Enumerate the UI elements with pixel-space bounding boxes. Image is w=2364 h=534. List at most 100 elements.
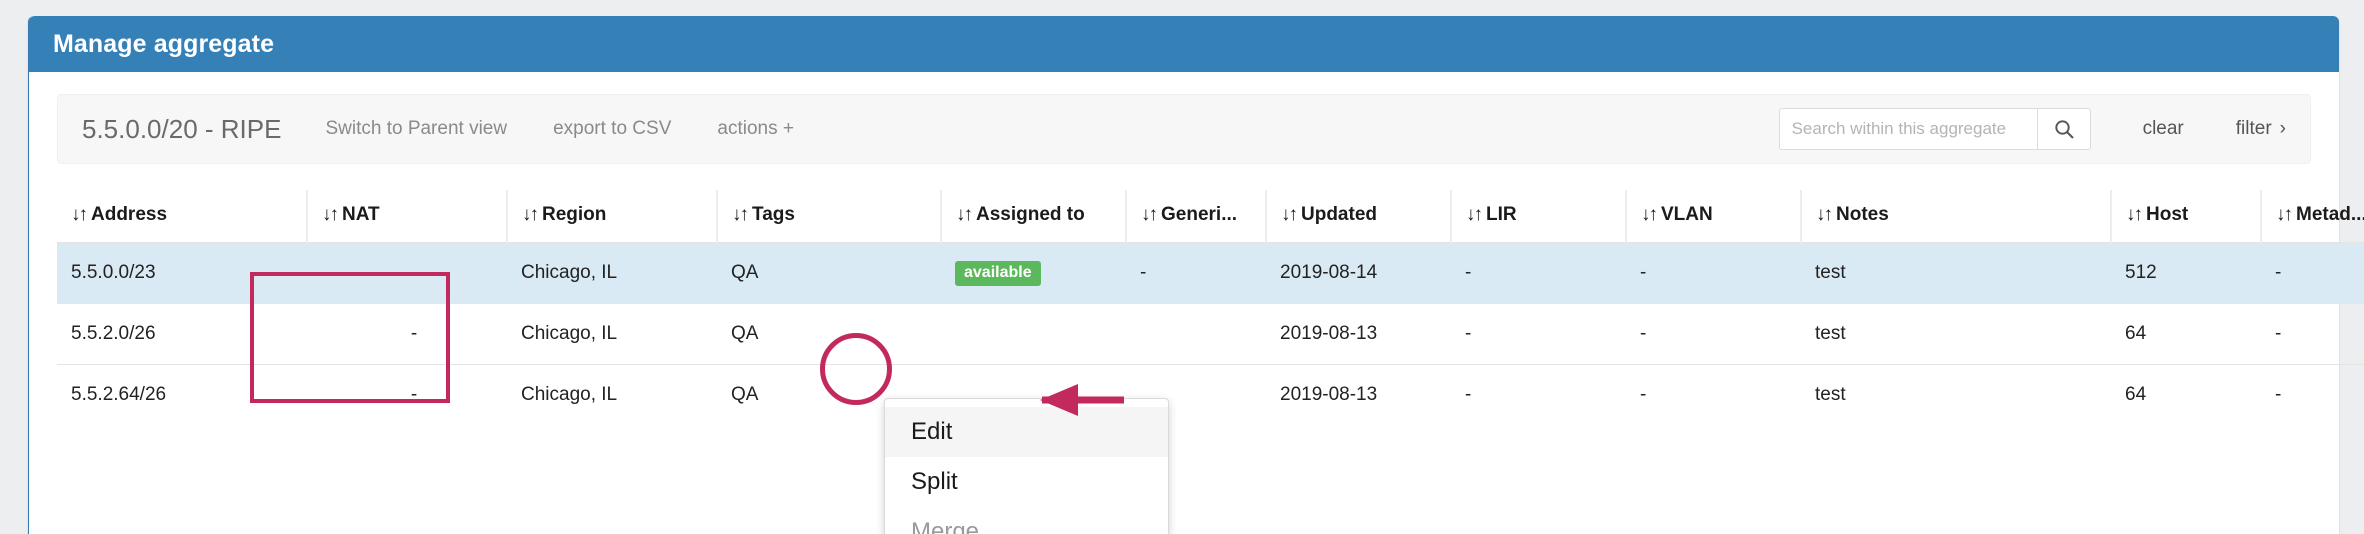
search-icon bbox=[2054, 120, 2074, 139]
column-label: NAT bbox=[342, 204, 380, 225]
table-row[interactable]: 5.5.2.64/26 - Chicago, IL QA 2019-08-13 … bbox=[57, 364, 2364, 425]
cell-tags: QA bbox=[717, 242, 941, 304]
table-header-row: ↓↑ Address ↓↑ NAT ↓↑ Region ↓↑ Tags ↓↑ Assign… bbox=[57, 190, 2364, 243]
cell-lir: - bbox=[1451, 303, 1626, 365]
cell-updated: 2019-08-14 bbox=[1266, 242, 1451, 304]
column-label: Updated bbox=[1301, 204, 1377, 225]
table-region: ↓↑ Address ↓↑ NAT ↓↑ Region ↓↑ Tags ↓↑ Assign… bbox=[29, 190, 2364, 425]
card-header: Manage aggregate bbox=[29, 16, 2339, 72]
cell-lir: - bbox=[1451, 242, 1626, 304]
sort-icon: ↓↑ bbox=[1816, 204, 1833, 225]
context-menu-item-edit[interactable]: Edit bbox=[885, 407, 1168, 457]
cell-vlan: - bbox=[1626, 303, 1801, 365]
sort-icon: ↓↑ bbox=[956, 204, 973, 225]
column-header-host[interactable]: ↓↑ Host bbox=[2110, 190, 2261, 243]
column-label: Generi... bbox=[1161, 204, 1238, 225]
toolbar-region: 5.5.0.0/20 - RIPE Switch to Parent view … bbox=[29, 72, 2339, 164]
cell-region: Chicago, IL bbox=[507, 242, 717, 304]
cell-metadata: - bbox=[2261, 364, 2364, 425]
column-header-lir[interactable]: ↓↑ LIR bbox=[1450, 190, 1626, 243]
manage-aggregate-card: Manage aggregate 5.5.0.0/20 - RIPE Switc… bbox=[28, 16, 2364, 534]
column-header-metadata[interactable]: ↓↑ Metad... bbox=[2260, 190, 2364, 243]
search-group bbox=[1778, 108, 2091, 150]
table-head: ↓↑ Address ↓↑ NAT ↓↑ Region ↓↑ Tags ↓↑ Assign… bbox=[57, 190, 2364, 243]
column-label: LIR bbox=[1486, 204, 1517, 225]
cell-updated: 2019-08-13 bbox=[1266, 303, 1451, 365]
column-header-notes[interactable]: ↓↑ Notes bbox=[1800, 190, 2111, 243]
column-header-tags[interactable]: ↓↑ Tags bbox=[716, 190, 941, 243]
search-button[interactable] bbox=[2036, 108, 2091, 150]
cell-tags: QA bbox=[717, 303, 941, 365]
table-row[interactable]: 5.5.2.0/26 - Chicago, IL QA 2019-08-13 -… bbox=[57, 303, 2364, 365]
column-label: Tags bbox=[752, 204, 795, 225]
cell-notes: test bbox=[1801, 364, 2111, 425]
cell-generic: - bbox=[1126, 242, 1266, 304]
cell-assigned-to: available bbox=[941, 242, 1126, 304]
export-to-csv-link[interactable]: export to CSV bbox=[553, 118, 672, 139]
sort-icon: ↓↑ bbox=[2276, 204, 2293, 225]
sort-icon: ↓↑ bbox=[522, 204, 539, 225]
sort-icon: ↓↑ bbox=[1641, 204, 1658, 225]
sort-icon: ↓↑ bbox=[322, 204, 339, 225]
cell-assigned-to bbox=[941, 303, 1126, 365]
column-header-region[interactable]: ↓↑ Region bbox=[506, 190, 717, 243]
status-badge: available bbox=[955, 260, 1041, 286]
column-header-vlan[interactable]: ↓↑ VLAN bbox=[1625, 190, 1801, 243]
cell-region: Chicago, IL bbox=[507, 303, 717, 365]
filter-label: filter bbox=[2235, 118, 2272, 139]
column-header-updated[interactable]: ↓↑ Updated bbox=[1265, 190, 1451, 243]
cell-host: 512 bbox=[2111, 242, 2261, 304]
cell-generic bbox=[1126, 303, 1266, 365]
cell-vlan: - bbox=[1626, 242, 1801, 304]
clear-filters-link[interactable]: clear bbox=[2142, 118, 2184, 139]
table-row[interactable]: 5.5.0.0/23 - Chicago, IL QA available - … bbox=[57, 242, 2364, 304]
column-header-assigned-to[interactable]: ↓↑ Assigned to bbox=[940, 190, 1126, 243]
column-header-nat[interactable]: ↓↑ NAT bbox=[306, 190, 507, 243]
column-label: Notes bbox=[1836, 204, 1889, 225]
filter-toggle-link[interactable]: filter › bbox=[2236, 118, 2286, 140]
cell-updated: 2019-08-13 bbox=[1266, 364, 1451, 425]
sort-icon: ↓↑ bbox=[71, 204, 88, 225]
actions-menu-link[interactable]: actions + bbox=[717, 118, 794, 139]
cell-region: Chicago, IL bbox=[507, 364, 717, 425]
cell-address: 5.5.0.0/23 bbox=[57, 242, 307, 304]
table-body: 5.5.0.0/23 - Chicago, IL QA available - … bbox=[57, 242, 2364, 425]
sort-icon: ↓↑ bbox=[1281, 204, 1298, 225]
column-label: Assigned to bbox=[976, 204, 1085, 225]
aggregate-name: 5.5.0.0/20 - RIPE bbox=[82, 113, 282, 144]
cell-metadata: - bbox=[2261, 242, 2364, 304]
column-header-generic[interactable]: ↓↑ Generi... bbox=[1125, 190, 1266, 243]
cell-nat: - bbox=[307, 242, 507, 304]
search-input[interactable] bbox=[1778, 108, 2037, 150]
column-header-address[interactable]: ↓↑ Address bbox=[57, 190, 307, 243]
page-title: Manage aggregate bbox=[53, 29, 275, 58]
cell-metadata: - bbox=[2261, 303, 2364, 365]
cell-nat: - bbox=[307, 303, 507, 365]
cell-lir: - bbox=[1451, 364, 1626, 425]
sort-icon: ↓↑ bbox=[1141, 204, 1158, 225]
sort-icon: ↓↑ bbox=[1466, 204, 1483, 225]
switch-to-parent-view-link[interactable]: Switch to Parent view bbox=[325, 118, 508, 139]
context-menu-item-split[interactable]: Split bbox=[911, 468, 958, 495]
chevron-right-icon: › bbox=[2279, 118, 2286, 139]
column-label: Metad... bbox=[2296, 204, 2364, 225]
column-label: VLAN bbox=[1661, 204, 1713, 225]
cell-address: 5.5.2.64/26 bbox=[57, 364, 307, 425]
prefix-table: ↓↑ Address ↓↑ NAT ↓↑ Region ↓↑ Tags ↓↑ Assign… bbox=[57, 190, 2364, 425]
sort-icon: ↓↑ bbox=[2126, 204, 2143, 225]
row-context-menu: Edit Split Merge bbox=[884, 398, 1169, 534]
aggregate-toolbar: 5.5.0.0/20 - RIPE Switch to Parent view … bbox=[57, 94, 2311, 164]
context-menu-item-merge: Merge bbox=[911, 518, 980, 534]
sort-icon: ↓↑ bbox=[732, 204, 749, 225]
cell-host: 64 bbox=[2111, 364, 2261, 425]
cell-notes: test bbox=[1801, 242, 2111, 304]
cell-notes: test bbox=[1801, 303, 2111, 365]
cell-vlan: - bbox=[1626, 364, 1801, 425]
column-label: Address bbox=[91, 204, 168, 225]
column-label: Region bbox=[542, 204, 607, 225]
column-label: Host bbox=[2146, 204, 2189, 225]
cell-nat: - bbox=[307, 364, 507, 425]
cell-address: 5.5.2.0/26 bbox=[57, 303, 307, 365]
cell-host: 64 bbox=[2111, 303, 2261, 365]
